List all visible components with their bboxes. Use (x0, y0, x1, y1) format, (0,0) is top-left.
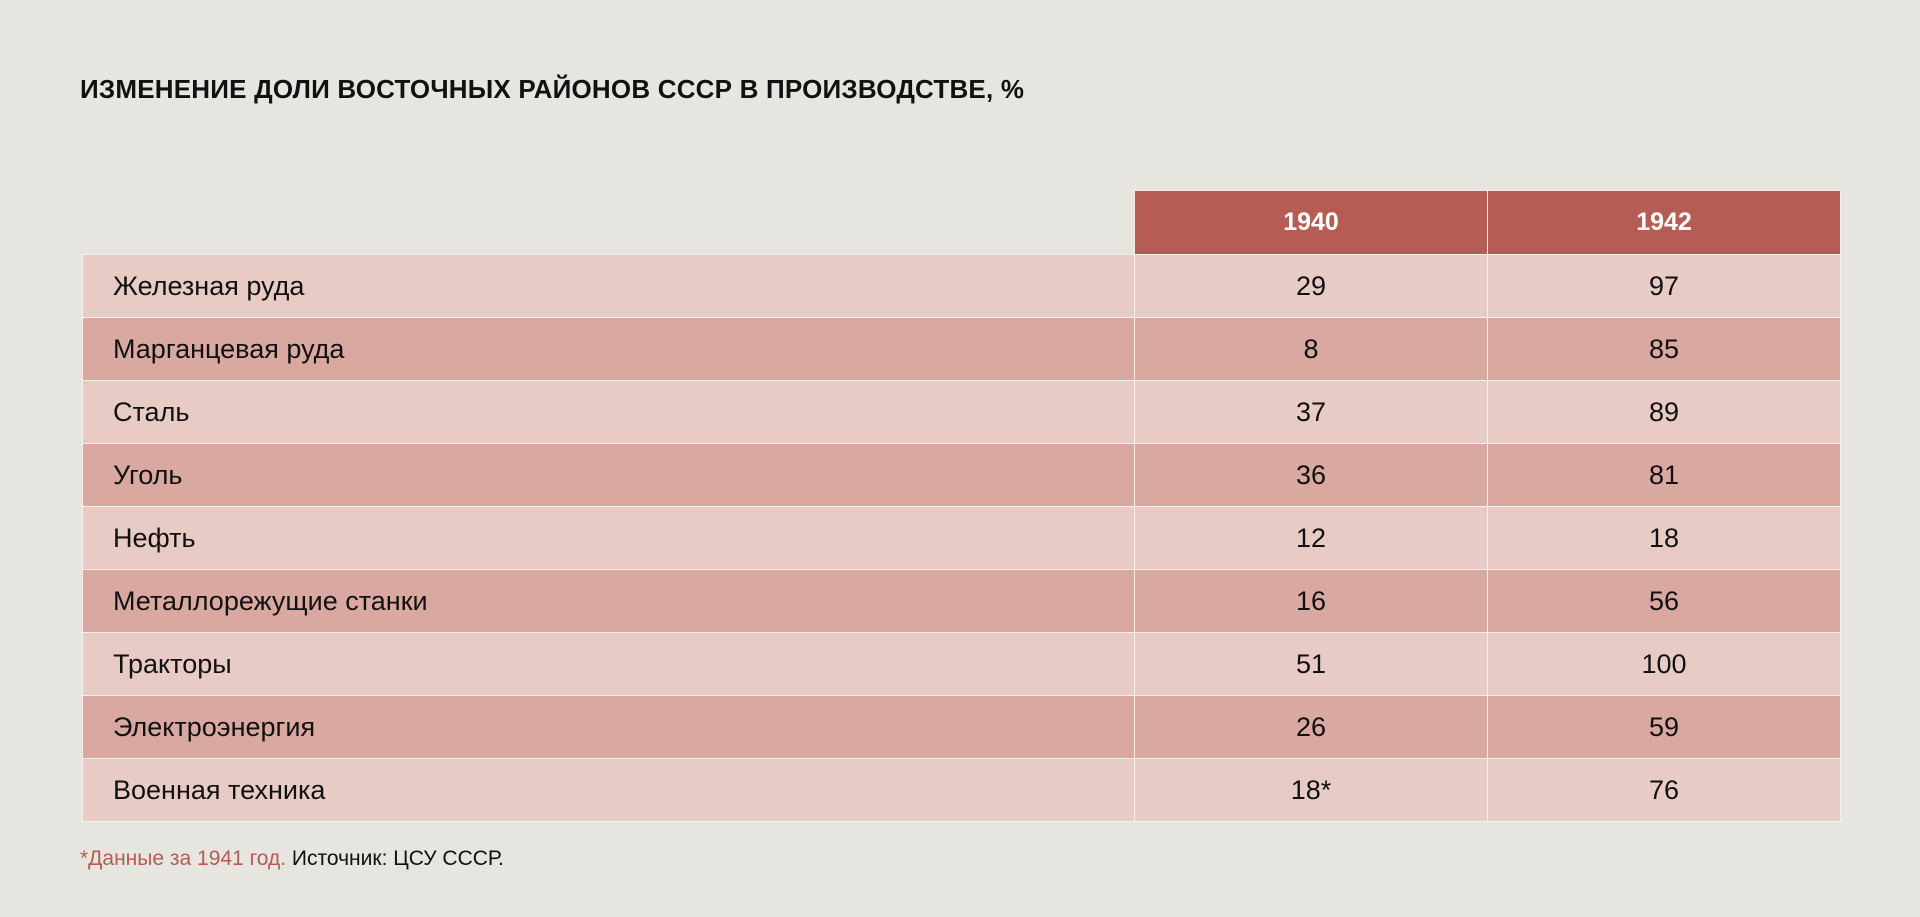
row-label: Военная техника (82, 758, 1135, 822)
column-header-1940: 1940 (1134, 190, 1488, 255)
row-label: Уголь (82, 443, 1135, 507)
value-1942: 76 (1487, 758, 1841, 822)
table-row: Марганцевая руда 8 85 (82, 317, 1841, 381)
value-1940: 51 (1134, 632, 1488, 696)
column-header-1942: 1942 (1487, 190, 1841, 255)
value-1940: 29 (1134, 254, 1488, 318)
table-row: Железная руда 29 97 (82, 254, 1841, 318)
value-1942: 97 (1487, 254, 1841, 318)
footnote-source: Источник: ЦСУ СССР. (291, 847, 504, 870)
value-1940: 36 (1134, 443, 1488, 507)
table-body: Железная руда 29 97 Марганцевая руда 8 85 Стал… (82, 254, 1841, 822)
value-1940: 16 (1134, 569, 1488, 633)
table-row: Металлорежущие станки 16 56 (82, 569, 1841, 633)
table-row: Уголь 36 81 (82, 443, 1841, 507)
table-row: Тракторы 51 100 (82, 632, 1841, 696)
chart-title: ИЗМЕНЕНИЕ ДОЛИ ВОСТОЧНЫХ РАЙОНОВ СССР В … (80, 74, 1025, 104)
table-row: Военная техника 18* 76 (82, 758, 1841, 822)
footnote-note: *Данные за 1941 год. (80, 847, 287, 870)
value-1942: 81 (1487, 443, 1841, 507)
row-label: Тракторы (82, 632, 1135, 696)
data-table: 1940 1942 Железная руда 29 97 Марганцевая р… (82, 190, 1841, 822)
row-label: Нефть (82, 506, 1135, 570)
footnote: *Данные за 1941 год. Источник: ЦСУ СССР. (80, 847, 504, 871)
value-1940: 18* (1134, 758, 1488, 822)
value-1940: 37 (1134, 380, 1488, 444)
row-label: Электроэнергия (82, 695, 1135, 759)
value-1942: 56 (1487, 569, 1841, 633)
row-label: Марганцевая руда (82, 317, 1135, 381)
table-row: Нефть 12 18 (82, 506, 1841, 570)
value-1942: 85 (1487, 317, 1841, 381)
row-label: Металлорежущие станки (82, 569, 1135, 633)
value-1940: 12 (1134, 506, 1488, 570)
table-header-row: 1940 1942 (83, 190, 1841, 255)
value-1942: 89 (1487, 380, 1841, 444)
row-label: Железная руда (82, 254, 1135, 318)
value-1940: 8 (1134, 317, 1488, 381)
table-row: Сталь 37 89 (82, 380, 1841, 444)
header-empty-cell (83, 191, 1135, 255)
row-label: Сталь (82, 380, 1135, 444)
value-1942: 18 (1487, 506, 1841, 570)
value-1942: 59 (1487, 695, 1841, 759)
table-row: Электроэнергия 26 59 (82, 695, 1841, 759)
value-1942: 100 (1487, 632, 1841, 696)
value-1940: 26 (1134, 695, 1488, 759)
